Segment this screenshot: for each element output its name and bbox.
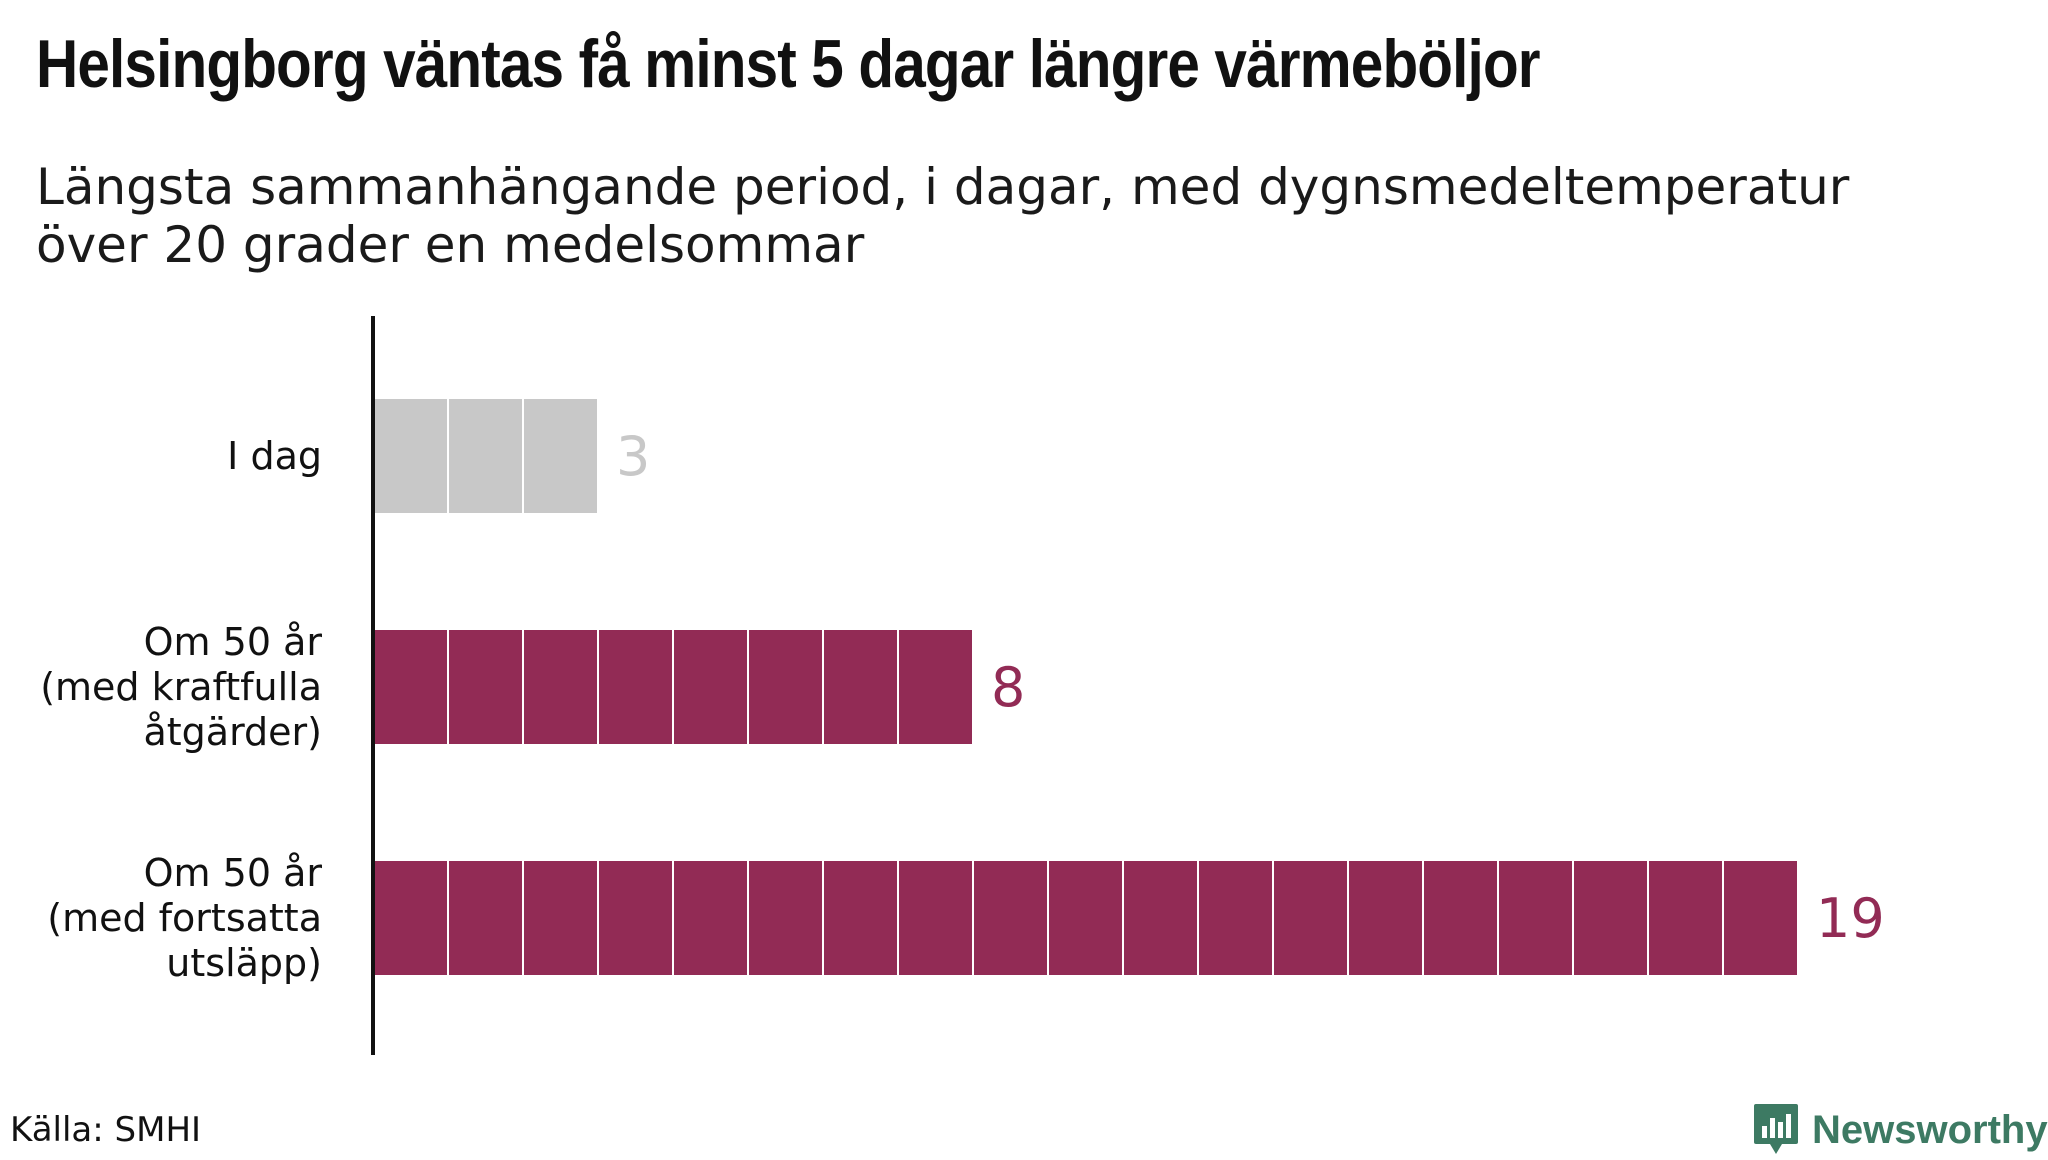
bar-segment xyxy=(972,859,1049,977)
bar-segment xyxy=(822,859,899,977)
category-label: Om 50 år xyxy=(144,620,323,664)
bar-segment xyxy=(447,859,524,977)
chart-subtitle-line-2: över 20 grader en medelsommar xyxy=(36,216,865,274)
bar-segment xyxy=(1347,859,1424,977)
bar-segment xyxy=(897,628,974,746)
category-label: åtgärder) xyxy=(144,710,323,754)
bar-segment xyxy=(1122,859,1199,977)
bar-segment xyxy=(747,628,824,746)
bar-segment xyxy=(1422,859,1499,977)
brand-name: Newsworthy xyxy=(1812,1107,2048,1152)
category-label: utsläpp) xyxy=(166,941,322,985)
bar-segment xyxy=(447,397,524,515)
brand-logo: Newsworthy xyxy=(1752,1100,2048,1160)
bar-segment xyxy=(1572,859,1649,977)
data-label: 3 xyxy=(616,425,650,488)
category-label: Om 50 år xyxy=(144,851,323,895)
bar-segment xyxy=(1497,859,1574,977)
chart-subtitle: Längsta sammanhängande period, i dagar, … xyxy=(36,158,1996,274)
bar-segment xyxy=(822,628,899,746)
category-label: (med fortsatta xyxy=(47,896,322,940)
bar-segment xyxy=(522,628,599,746)
category-label: I dag xyxy=(227,434,322,478)
bar-segment xyxy=(747,859,824,977)
bar-segment xyxy=(597,859,674,977)
bar-segment xyxy=(372,628,449,746)
bar-chart-speech-bubble-icon xyxy=(1754,1104,1798,1154)
bar-segment xyxy=(1647,859,1724,977)
chart-subtitle-line-1: Längsta sammanhängande period, i dagar, … xyxy=(36,158,1850,216)
bar-segment xyxy=(372,859,449,977)
source-note: Källa: SMHI xyxy=(10,1110,202,1150)
bar-segment xyxy=(1047,859,1124,977)
bar-segment xyxy=(372,397,449,515)
bar-segment xyxy=(672,628,749,746)
bar-segment xyxy=(897,859,974,977)
bar-segment xyxy=(1722,859,1799,977)
bar-segment xyxy=(1272,859,1349,977)
bar-segment xyxy=(522,859,599,977)
data-label: 8 xyxy=(991,656,1025,719)
bar-segment xyxy=(1197,859,1274,977)
bar-segment xyxy=(597,628,674,746)
chart-title: Helsingborg väntas få minst 5 dagar läng… xyxy=(36,26,1541,102)
bar-segment xyxy=(522,397,599,515)
data-label: 19 xyxy=(1816,887,1885,950)
category-label: (med kraftfulla xyxy=(40,665,322,709)
bar-segment xyxy=(672,859,749,977)
bar-segment xyxy=(447,628,524,746)
